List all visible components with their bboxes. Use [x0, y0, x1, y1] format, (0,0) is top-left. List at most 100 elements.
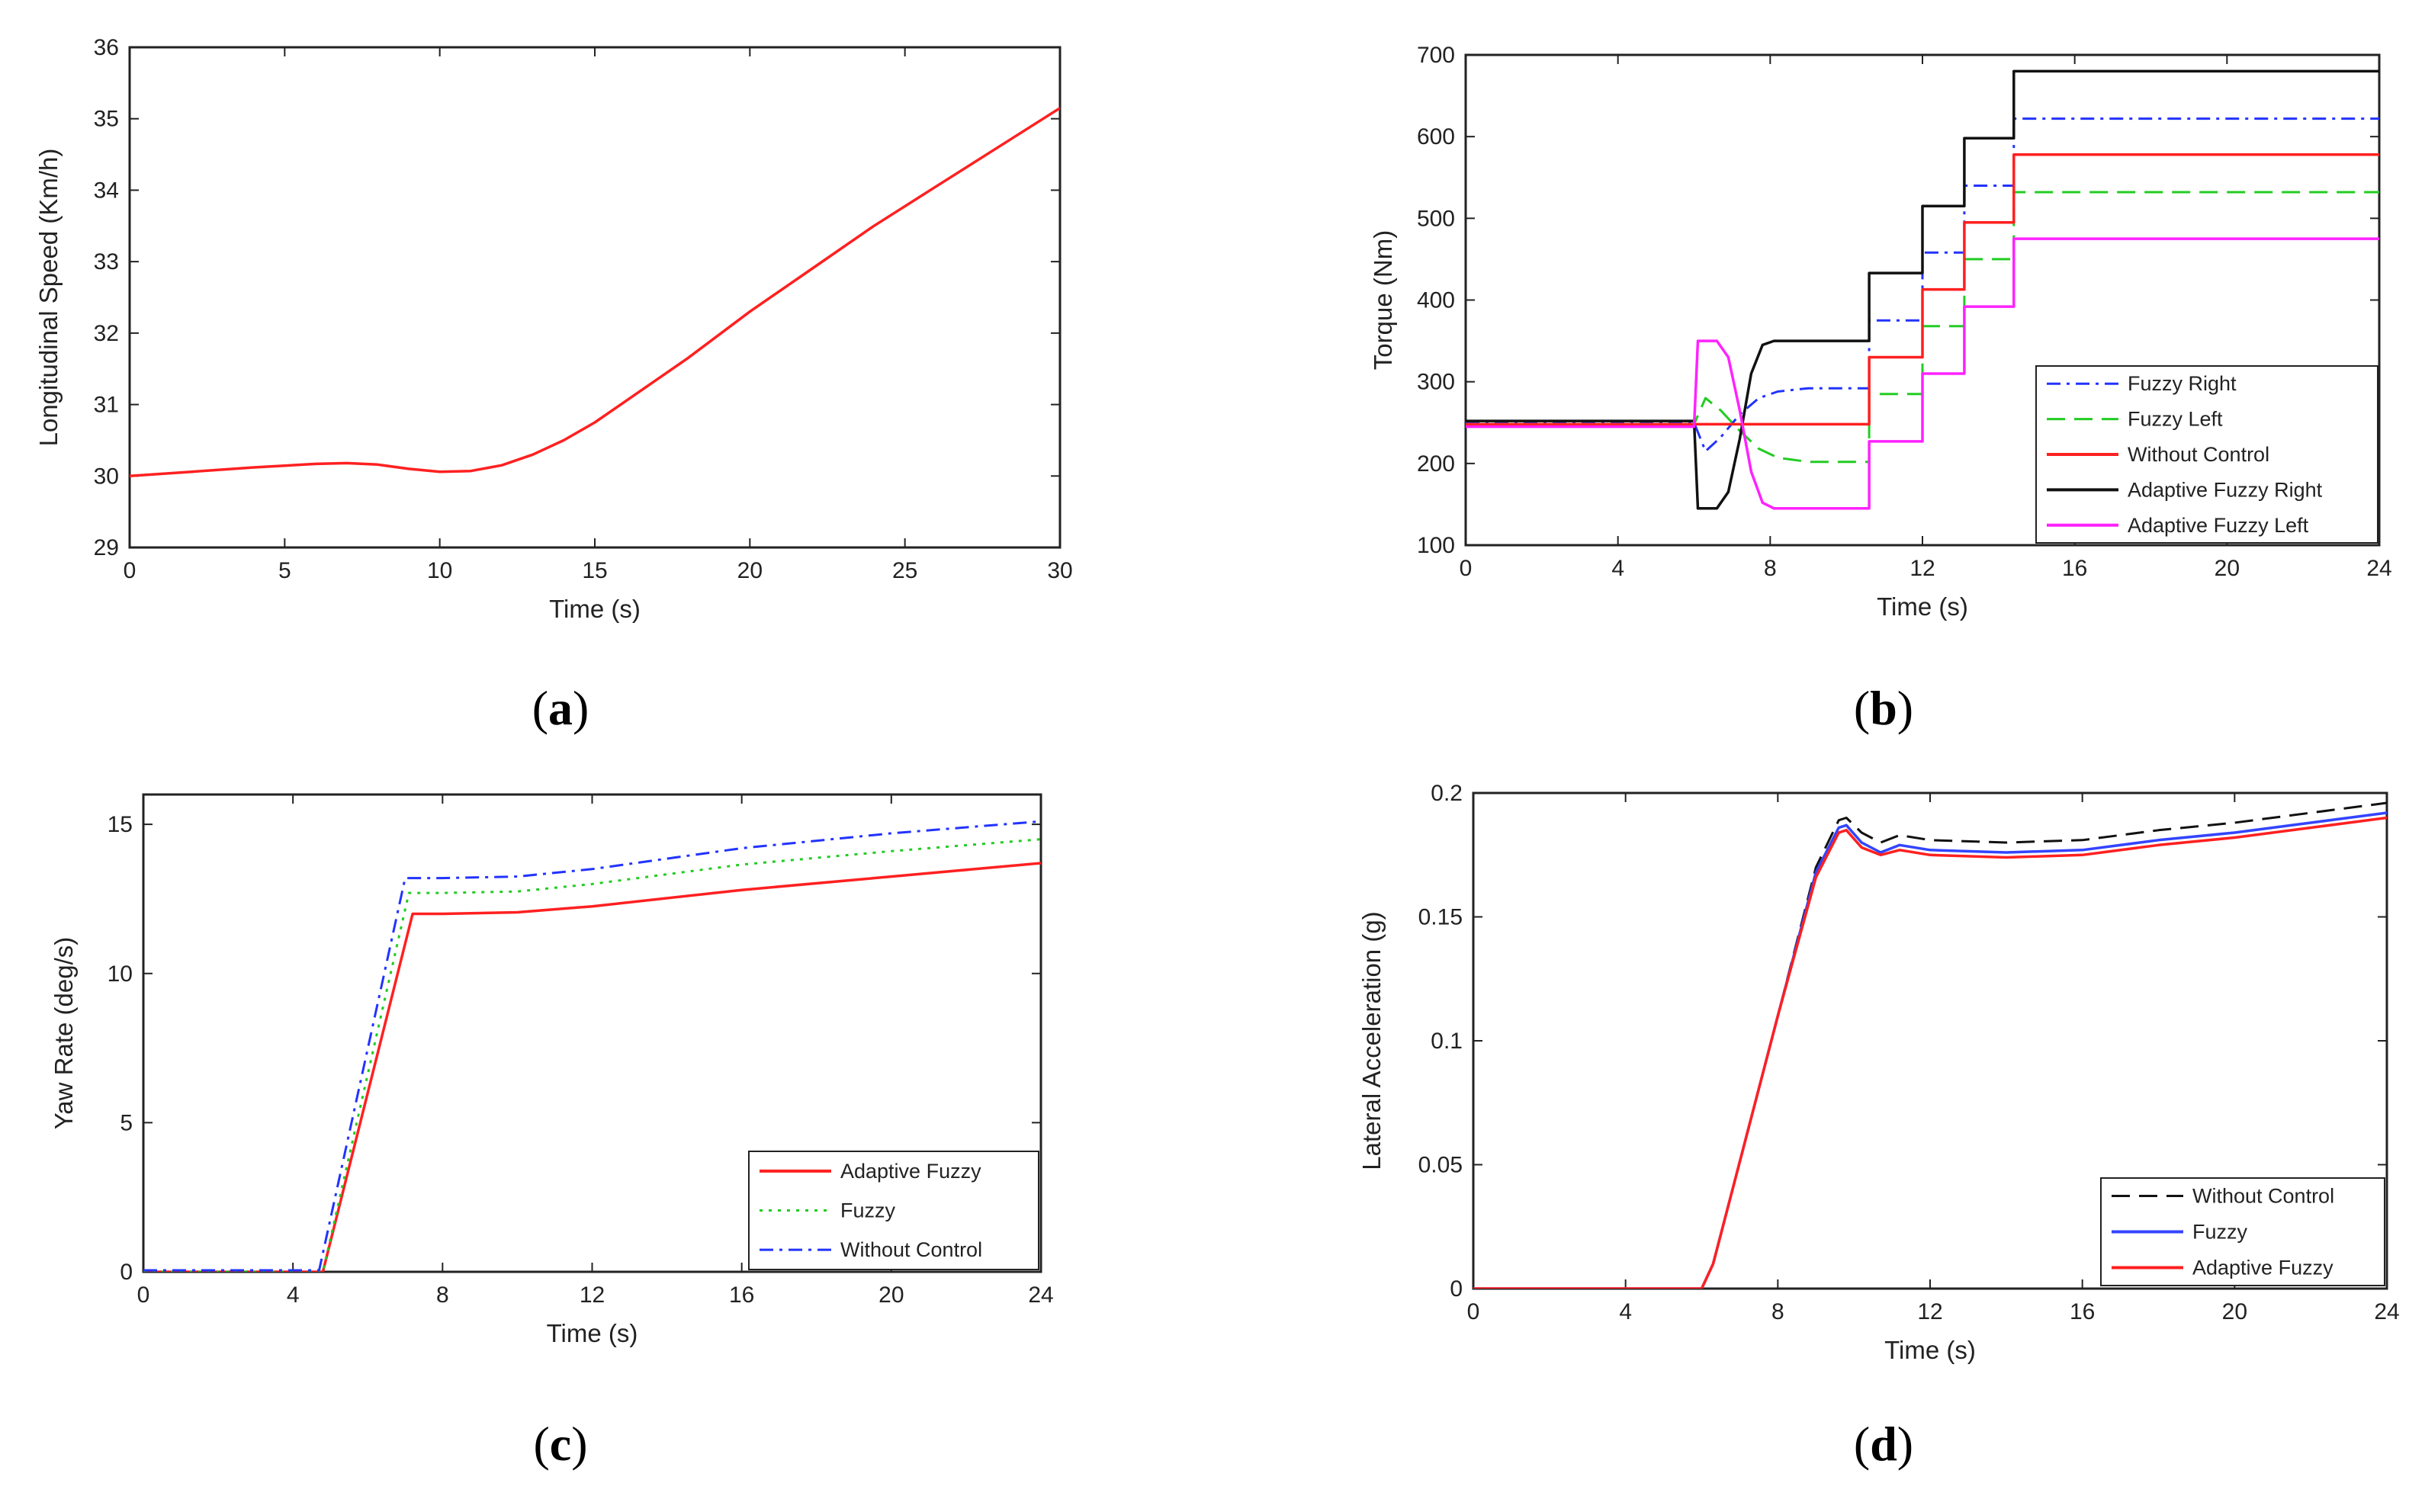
y-axis-label: Lateral Acceleration (g) [1357, 911, 1386, 1170]
series-group [130, 107, 1060, 478]
legend-label: Without Control [840, 1238, 982, 1261]
chart-c: 0 4 8 12 16 20 24 0 5 10 15 Time (s) Yaw Rate (deg/s… [50, 793, 1054, 1347]
y-tick-label: 0 [1450, 1276, 1463, 1302]
x-tick-label: 16 [2062, 556, 2087, 581]
x-axis-label: Time (s) [549, 595, 641, 623]
series-line-without-control [1466, 152, 2379, 426]
x-tick-label: 4 [1619, 1299, 1632, 1324]
series-line-adaptive-fuzzy [1473, 816, 2387, 1289]
x-tick-label: 20 [878, 1282, 904, 1308]
x-tick-label: 12 [1909, 556, 1935, 581]
x-tick-label: 20 [737, 558, 763, 583]
y-tick-label: 0.15 [1418, 905, 1463, 930]
x-axis-label: Time (s) [1884, 1336, 1976, 1364]
panel-label-c: (c) [533, 1417, 587, 1471]
x-tick-label: 16 [729, 1282, 754, 1308]
x-tick-label: 20 [2215, 556, 2240, 581]
y-tick-label: 5 [120, 1110, 133, 1135]
legend-label: Adaptive Fuzzy [840, 1160, 981, 1183]
panel-paren-open: ( [533, 1417, 549, 1471]
y-tick-label: 10 [108, 961, 133, 987]
y-tick-label: 200 [1417, 451, 1455, 477]
y-tick-label: 100 [1417, 533, 1455, 558]
panel-letter: c [550, 1417, 571, 1471]
y-axis-label: Longitudinal Speed (Km/h) [34, 149, 63, 447]
y-tick-label: 0.2 [1431, 781, 1463, 806]
y-tick-label: 32 [94, 321, 119, 346]
panel-letter: b [1870, 681, 1897, 735]
legend-label: Without Control [2192, 1185, 2334, 1208]
y-tick-label: 30 [94, 464, 119, 489]
panel-letter: d [1870, 1417, 1897, 1471]
legend-label: Adaptive Fuzzy Right [2128, 478, 2323, 501]
y-tick-label: 36 [94, 35, 119, 60]
chart-b: 0 4 8 12 16 20 24 100 200 300 400 500 600 700 Time (s)… [1369, 43, 2392, 621]
y-tick-label: 300 [1417, 370, 1455, 395]
y-tick-label: 34 [94, 178, 119, 203]
legend: Without Control Fuzzy Adaptive Fuzzy [2100, 1177, 2385, 1286]
panel-label-b: (b) [1854, 681, 1913, 735]
y-tick-label: 0.05 [1418, 1153, 1463, 1178]
x-axis-label: Time (s) [547, 1319, 638, 1347]
y-tick-label: 0 [120, 1260, 133, 1285]
x-tick-label: 8 [1771, 1299, 1784, 1324]
x-tick-label: 4 [1611, 556, 1624, 581]
panel-paren-close: ) [571, 1417, 587, 1471]
x-tick-label: 10 [427, 558, 452, 583]
series-group [1473, 801, 2387, 1289]
panel-paren-open: ( [1854, 681, 1870, 735]
x-tick-label: 0 [1467, 1299, 1480, 1324]
series-line-longitudinal-speed [130, 107, 1060, 478]
y-tick-label: 29 [94, 535, 119, 560]
x-tick-label: 0 [137, 1282, 150, 1308]
panel-paren-close: ) [1897, 681, 1913, 735]
panel-paren-open: ( [1854, 1417, 1870, 1471]
series-line-adaptive-fuzzy [143, 862, 1041, 1272]
y-tick-label: 35 [94, 107, 119, 132]
y-tick-label: 15 [108, 812, 133, 837]
x-tick-label: 16 [2070, 1299, 2095, 1324]
y-tick-label: 700 [1417, 43, 1455, 68]
x-tick-label: 12 [580, 1282, 605, 1308]
x-tick-label: 5 [278, 558, 291, 583]
chart-d: 0 4 8 12 16 20 24 0 0.05 0.1 0.15 0.2 Time (s) Latera… [1357, 781, 2400, 1364]
x-tick-label: 0 [1460, 556, 1473, 581]
x-tick-label: 30 [1047, 558, 1072, 583]
legend-label: Adaptive Fuzzy Left [2128, 514, 2309, 537]
y-axis-label: Yaw Rate (deg/s) [50, 937, 78, 1130]
y-tick-label: 500 [1417, 206, 1455, 231]
y-tick-label: 0.1 [1431, 1029, 1463, 1054]
legend: Adaptive Fuzzy Fuzzy Without Control [748, 1151, 1039, 1270]
x-tick-label: 24 [2374, 1299, 2399, 1324]
plot-frame [128, 46, 1062, 549]
y-tick-label: 31 [94, 393, 119, 418]
series-line-adaptive-fuzzy-left [1466, 237, 2379, 510]
y-tick-label: 33 [94, 249, 119, 274]
x-tick-label: 8 [1764, 556, 1777, 581]
chart-a: 0 5 10 15 20 25 30 29 30 31 32 33 34 35 36 Time (s) Long… [34, 35, 1073, 623]
x-tick-label: 8 [436, 1282, 449, 1308]
panel-label-d: (d) [1854, 1417, 1913, 1471]
panel-letter: a [548, 681, 573, 735]
series-line-adaptive-fuzzy-right [1466, 69, 2379, 510]
legend: Fuzzy Right Fuzzy Left Without Control Adap… [2035, 365, 2378, 544]
y-axis-label: Torque (Nm) [1369, 230, 1397, 370]
x-tick-label: 24 [1028, 1282, 1053, 1308]
panel-paren-close: ) [573, 681, 589, 735]
x-tick-label: 20 [2222, 1299, 2247, 1324]
x-tick-label: 4 [287, 1282, 300, 1308]
x-tick-label: 0 [124, 558, 137, 583]
y-tick-label: 400 [1417, 288, 1455, 313]
x-tick-label: 12 [1917, 1299, 1942, 1324]
x-tick-label: 24 [2366, 556, 2391, 581]
panel-label-a: (a) [532, 681, 589, 735]
panel-paren-close: ) [1897, 1417, 1913, 1471]
legend-label: Adaptive Fuzzy [2192, 1257, 2333, 1279]
legend-label: Fuzzy [2192, 1221, 2248, 1244]
x-tick-label: 25 [892, 558, 917, 583]
legend-label: Fuzzy Right [2128, 372, 2237, 395]
series-group [143, 820, 1041, 1272]
series-group [1466, 69, 2379, 510]
x-tick-label: 15 [582, 558, 607, 583]
